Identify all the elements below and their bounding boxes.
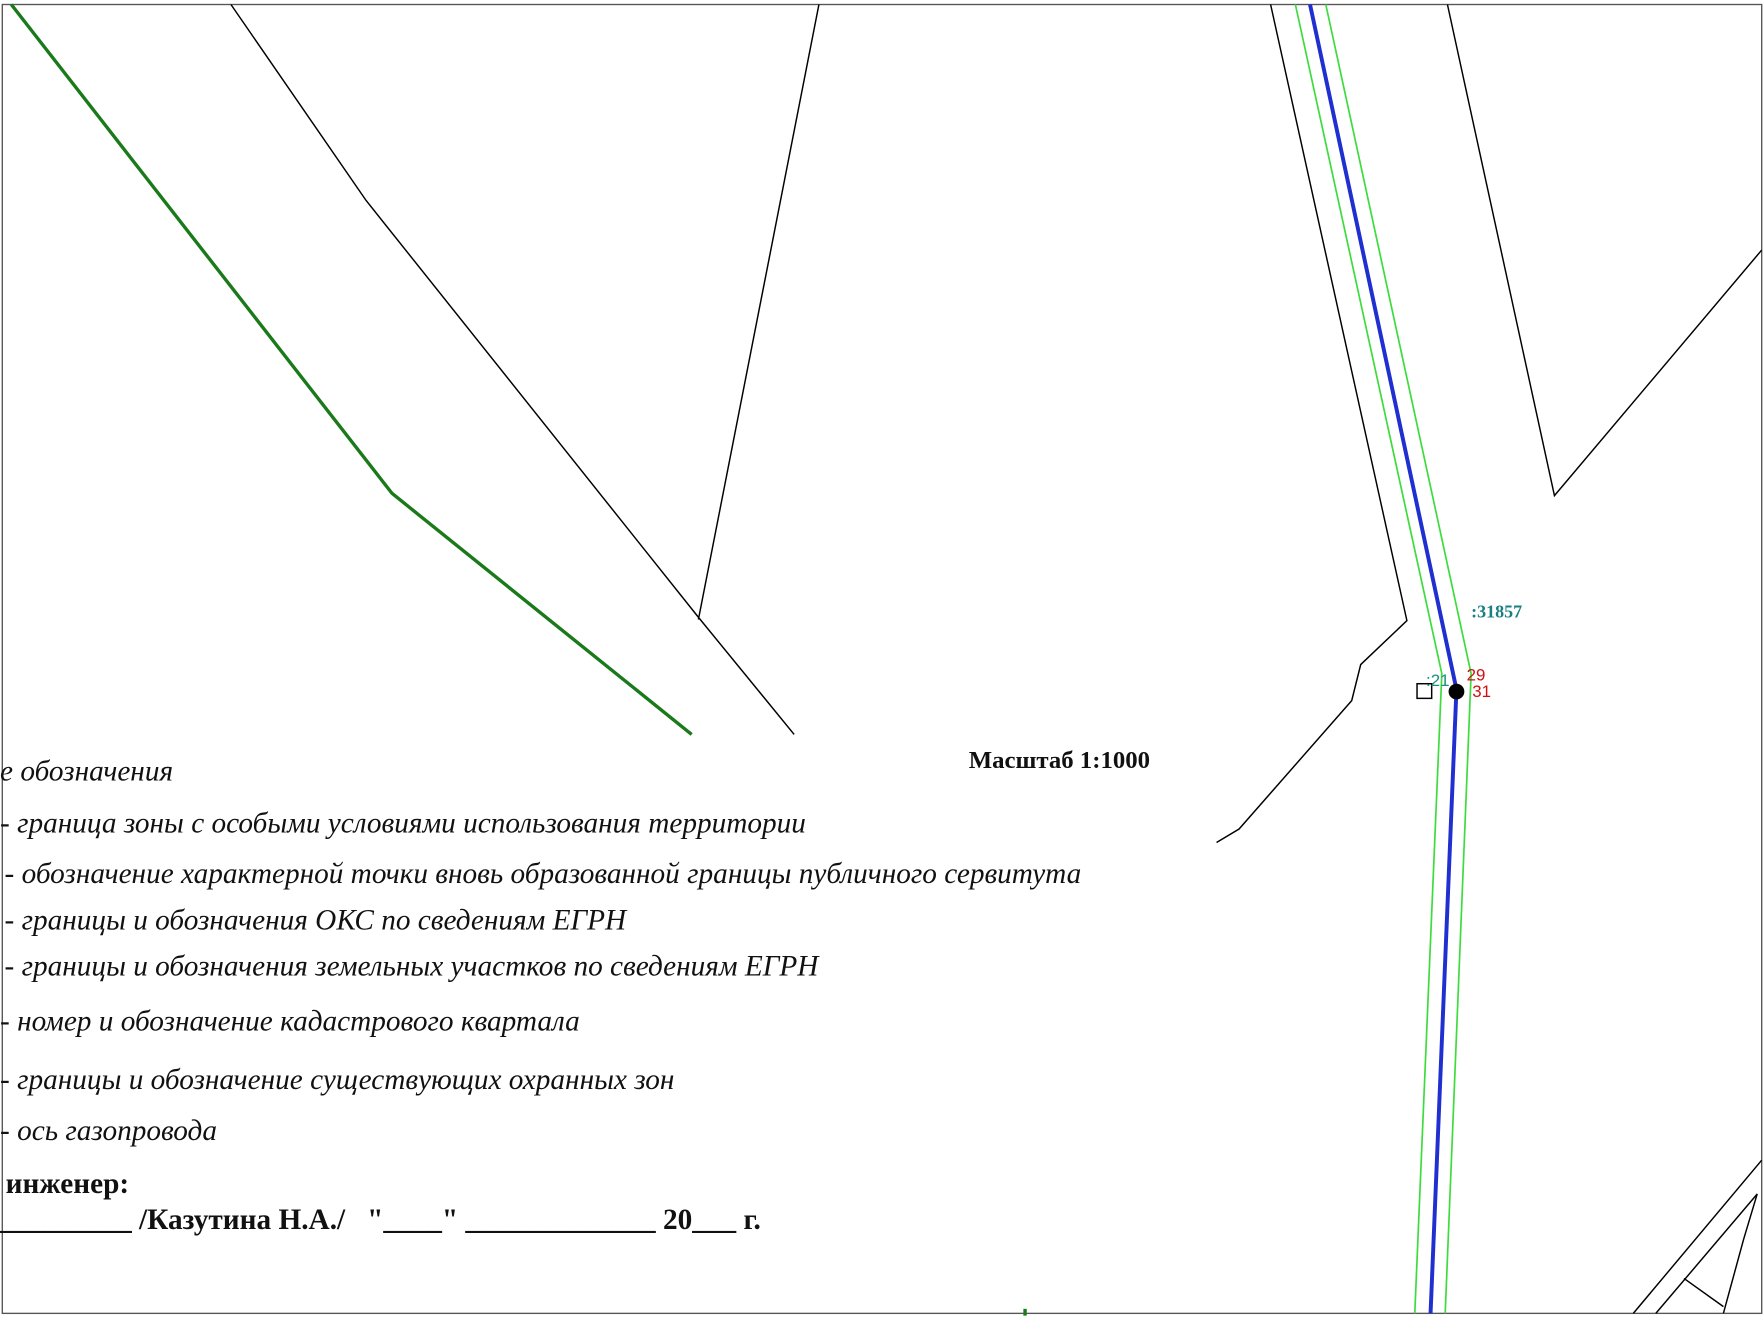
legend-item: - границы и обозначения земельных участк… [5,950,821,982]
point-label: 29 [1467,665,1486,684]
legend-item: - номер и обозначение кадастрового кварт… [0,1006,580,1038]
legend-item: - границы и обозначения ОКС по сведениям… [5,904,629,936]
parcel-boundary [1655,1193,1758,1314]
parcel-boundary [1216,4,1408,844]
parcel-boundary [697,4,820,620]
quarter-label: :31857 [1471,601,1522,621]
legend-item: - границы и обозначение существующих охр… [0,1064,674,1096]
legend-title: е обозначения [0,756,173,788]
legend-item: - обозначение характерной точки вновь об… [5,858,1082,890]
frame [1,3,1763,1315]
legend-item: - ось газопровода [0,1115,217,1147]
parcel-boundary [1683,1277,1724,1308]
signature-role: инженер: [6,1168,129,1200]
point-label: :21 [1426,671,1449,690]
zone-boundary [9,3,693,736]
parcel-boundary [230,4,795,735]
legend-item: - граница зоны с особыми условиями испол… [0,807,806,839]
point-marker [1448,683,1465,700]
signature-line: _________ /Казутина Н.А./ "____" _______… [0,1204,761,1236]
parcel-boundary [1446,4,1763,498]
scale-label: Масштаб 1:1000 [969,747,1150,774]
oks-marker [1416,682,1433,700]
protection-zone [1324,4,1472,1314]
protection-zone [1294,4,1443,1314]
point-label: 31 [1472,682,1491,701]
parcel-boundary [1632,1159,1763,1314]
